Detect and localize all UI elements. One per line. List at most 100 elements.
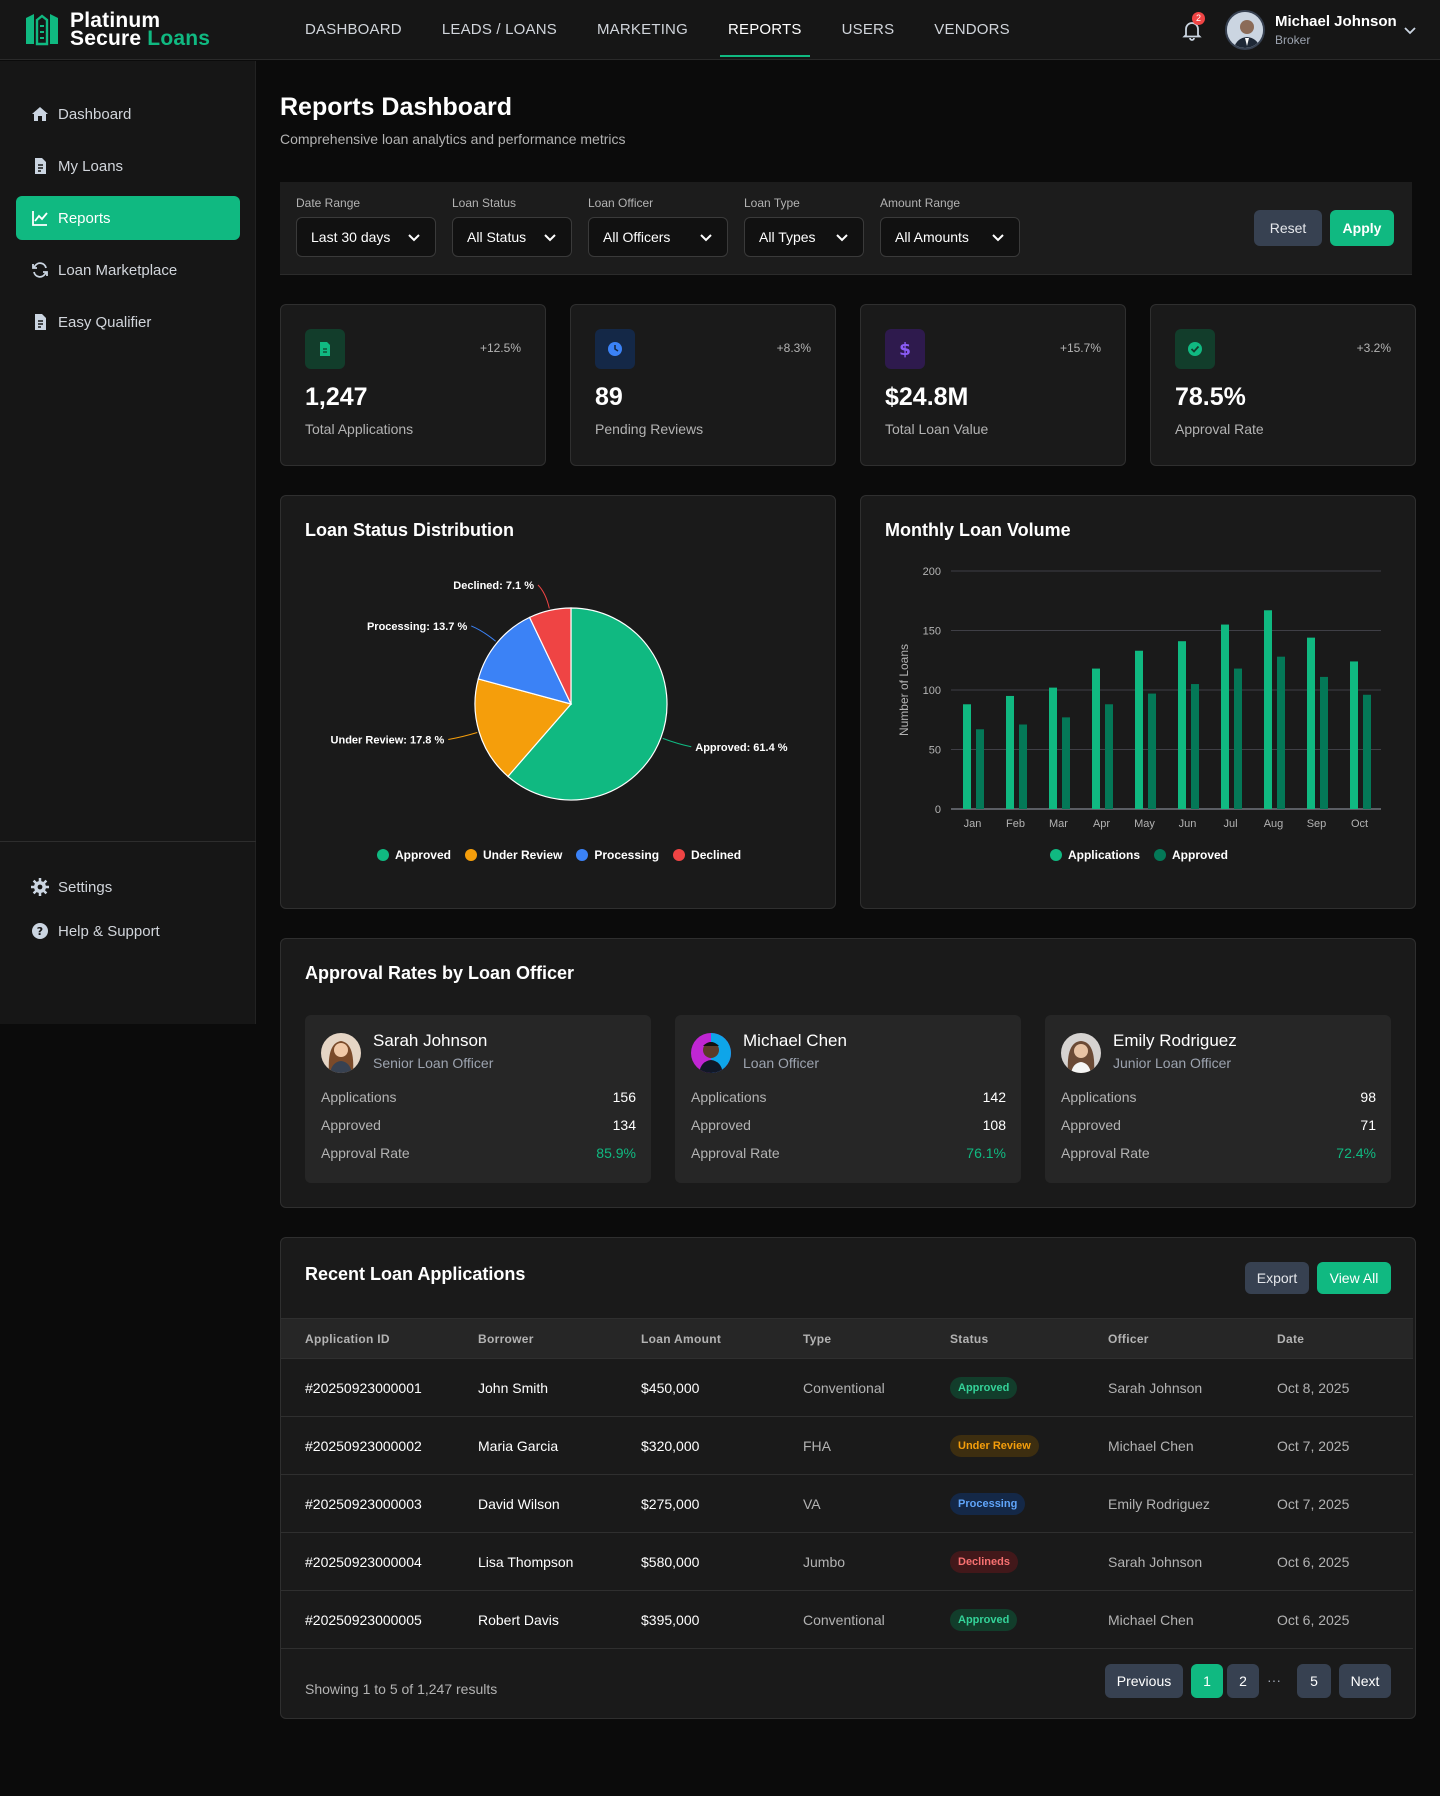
- bar-approved-jun[interactable]: [1191, 684, 1199, 809]
- filter-amount-range: Amount Range All Amounts: [880, 196, 1020, 257]
- next-page-button[interactable]: Next: [1339, 1664, 1391, 1698]
- legend-item[interactable]: Processing: [576, 848, 659, 862]
- application-id: #20250923000004: [281, 1532, 478, 1591]
- pie-legend: Approved Under Review Processing Declined: [281, 848, 837, 862]
- chevron-down-icon[interactable]: [1402, 22, 1418, 38]
- stat-label: Total Loan Value: [885, 421, 989, 437]
- nav-marketing[interactable]: MARKETING: [596, 21, 688, 38]
- date-range-select[interactable]: Last 30 days: [296, 217, 436, 257]
- export-button[interactable]: Export: [1245, 1262, 1309, 1294]
- legend-item[interactable]: Declined: [673, 848, 741, 862]
- sidebar-item-dashboard[interactable]: Dashboard: [16, 92, 240, 136]
- y-tick-label: 0: [935, 804, 941, 816]
- table-row[interactable]: #20250923000003 David Wilson $275,000 VA Pro…: [281, 1474, 1413, 1533]
- nav-reports[interactable]: REPORTS: [719, 0, 810, 60]
- loan-officer-select[interactable]: All Officers: [588, 217, 728, 257]
- page-button-1[interactable]: 1: [1191, 1664, 1223, 1698]
- bar-approved-jul[interactable]: [1234, 668, 1242, 809]
- bar-applications-jan[interactable]: [963, 704, 971, 809]
- bar-approved-may[interactable]: [1148, 693, 1156, 809]
- bar-approved-sep[interactable]: [1320, 676, 1328, 809]
- sidebar-item-loan-marketplace[interactable]: Loan Marketplace: [16, 248, 240, 292]
- bar-applications-apr[interactable]: [1092, 668, 1100, 809]
- column-header[interactable]: Type: [803, 1318, 950, 1359]
- bar-applications-jul[interactable]: [1221, 624, 1229, 809]
- sidebar-item-reports[interactable]: Reports: [16, 196, 240, 240]
- sidebar-item-my-loans[interactable]: My Loans: [16, 144, 240, 188]
- bar-applications-may[interactable]: [1135, 650, 1143, 809]
- bar-applications-aug[interactable]: [1264, 610, 1272, 809]
- table-row[interactable]: #20250923000001 John Smith $450,000 Convent…: [281, 1358, 1413, 1417]
- sidebar-item-help[interactable]: ? Help & Support: [16, 909, 240, 953]
- notification-badge: 2: [1192, 12, 1205, 25]
- column-header[interactable]: Status: [950, 1318, 1108, 1359]
- table-row[interactable]: #20250923000004 Lisa Thompson $580,000 Jumb…: [281, 1532, 1413, 1591]
- view-all-button[interactable]: View All: [1317, 1262, 1391, 1294]
- nav-dashboard[interactable]: DASHBOARD: [305, 21, 402, 38]
- officer-card-sarah-johnson[interactable]: Sarah Johnson Senior Loan Officer Applic…: [305, 1015, 651, 1183]
- pie-slice-under-review[interactable]: [474, 678, 573, 778]
- stat-value: 98: [1360, 1089, 1376, 1105]
- stat-value: 76.1%: [966, 1145, 1006, 1161]
- brand-line-1: Platinum: [70, 9, 161, 32]
- officer-card-emily-rodriguez[interactable]: Emily Rodriguez Junior Loan Officer Appl…: [1045, 1015, 1391, 1183]
- legend-item[interactable]: Under Review: [464, 848, 562, 862]
- stat-value: 1,247: [305, 383, 368, 411]
- svg-text:$: $: [899, 340, 911, 358]
- y-tick-label: 100: [923, 685, 941, 697]
- pie-slice-processing[interactable]: [477, 616, 573, 705]
- nav-vendors[interactable]: VENDORS: [934, 21, 1010, 38]
- reset-button[interactable]: Reset: [1254, 210, 1322, 246]
- stat-label: Total Applications: [305, 421, 414, 437]
- column-header[interactable]: Loan Amount: [641, 1318, 803, 1359]
- legend-item[interactable]: Applications: [1049, 848, 1140, 862]
- borrower-name: Lisa Thompson: [478, 1532, 641, 1591]
- officer-card-michael-chen[interactable]: Michael Chen Loan Officer Applications 14…: [675, 1015, 1021, 1183]
- bar-approved-feb[interactable]: [1019, 724, 1027, 809]
- bar-applications-feb[interactable]: [1006, 695, 1014, 809]
- nav-users[interactable]: USERS: [841, 21, 895, 38]
- page-button-2[interactable]: 2: [1227, 1664, 1259, 1698]
- legend-item[interactable]: Approved: [376, 848, 451, 862]
- user-menu[interactable]: Michael Johnson Broker: [1225, 10, 1397, 50]
- bar-applications-oct[interactable]: [1350, 661, 1358, 809]
- bar-applications-mar[interactable]: [1049, 687, 1057, 809]
- bar-approved-apr[interactable]: [1105, 704, 1113, 809]
- help-icon: ?: [32, 923, 48, 939]
- bar-approved-jan[interactable]: [976, 729, 984, 809]
- column-header[interactable]: Officer: [1108, 1318, 1277, 1359]
- bar-applications-sep[interactable]: [1307, 637, 1315, 809]
- table-row[interactable]: #20250923000002 Maria Garcia $320,000 FHA Un…: [281, 1416, 1413, 1475]
- bar-applications-jun[interactable]: [1178, 641, 1186, 809]
- svg-text:?: ?: [37, 925, 43, 938]
- brand-logo[interactable]: Platinum Secure Loans: [22, 10, 210, 50]
- sidebar-item-label: Reports: [58, 209, 111, 227]
- bar-approved-aug[interactable]: [1277, 656, 1285, 809]
- pie-slice-approved[interactable]: [507, 607, 668, 801]
- loan-type-select[interactable]: All Types: [744, 217, 864, 257]
- nav-leads-loans[interactable]: LEADS / LOANS: [441, 21, 557, 38]
- legend-item[interactable]: Approved: [1154, 848, 1228, 862]
- previous-page-button[interactable]: Previous: [1105, 1664, 1183, 1698]
- sidebar-item-settings[interactable]: Settings: [16, 865, 240, 909]
- sidebar-item-easy-qualifier[interactable]: Easy Qualifier: [16, 300, 240, 344]
- stat-card-total-loan-value: $ +15.7% $24.8M Total Loan Value: [860, 304, 1126, 466]
- table-row[interactable]: #20250923000005 Robert Davis $395,000 Conve…: [281, 1590, 1413, 1649]
- column-header[interactable]: Borrower: [478, 1318, 641, 1359]
- table-header-row: Application ID Borrower Loan Amount Type…: [281, 1318, 1413, 1359]
- legend-label: Approved: [1172, 848, 1229, 862]
- stat-card-total-applications: +12.5% 1,247 Total Applications: [280, 304, 546, 466]
- column-header[interactable]: Date: [1277, 1318, 1413, 1359]
- bar-approved-oct[interactable]: [1363, 694, 1371, 809]
- page-button-5[interactable]: 5: [1297, 1664, 1331, 1698]
- amount-range-select[interactable]: All Amounts: [880, 217, 1020, 257]
- apply-button[interactable]: Apply: [1330, 210, 1394, 246]
- application-id: #20250923000001: [281, 1358, 478, 1417]
- column-header[interactable]: Application ID: [281, 1318, 478, 1359]
- officer-name: Sarah Johnson: [1108, 1358, 1277, 1417]
- legend-label: Applications: [1067, 848, 1140, 862]
- bar-approved-mar[interactable]: [1062, 717, 1070, 809]
- loan-status-select[interactable]: All Status: [452, 217, 572, 257]
- pie-slice-declined[interactable]: [528, 607, 572, 705]
- file-icon: [35, 314, 46, 330]
